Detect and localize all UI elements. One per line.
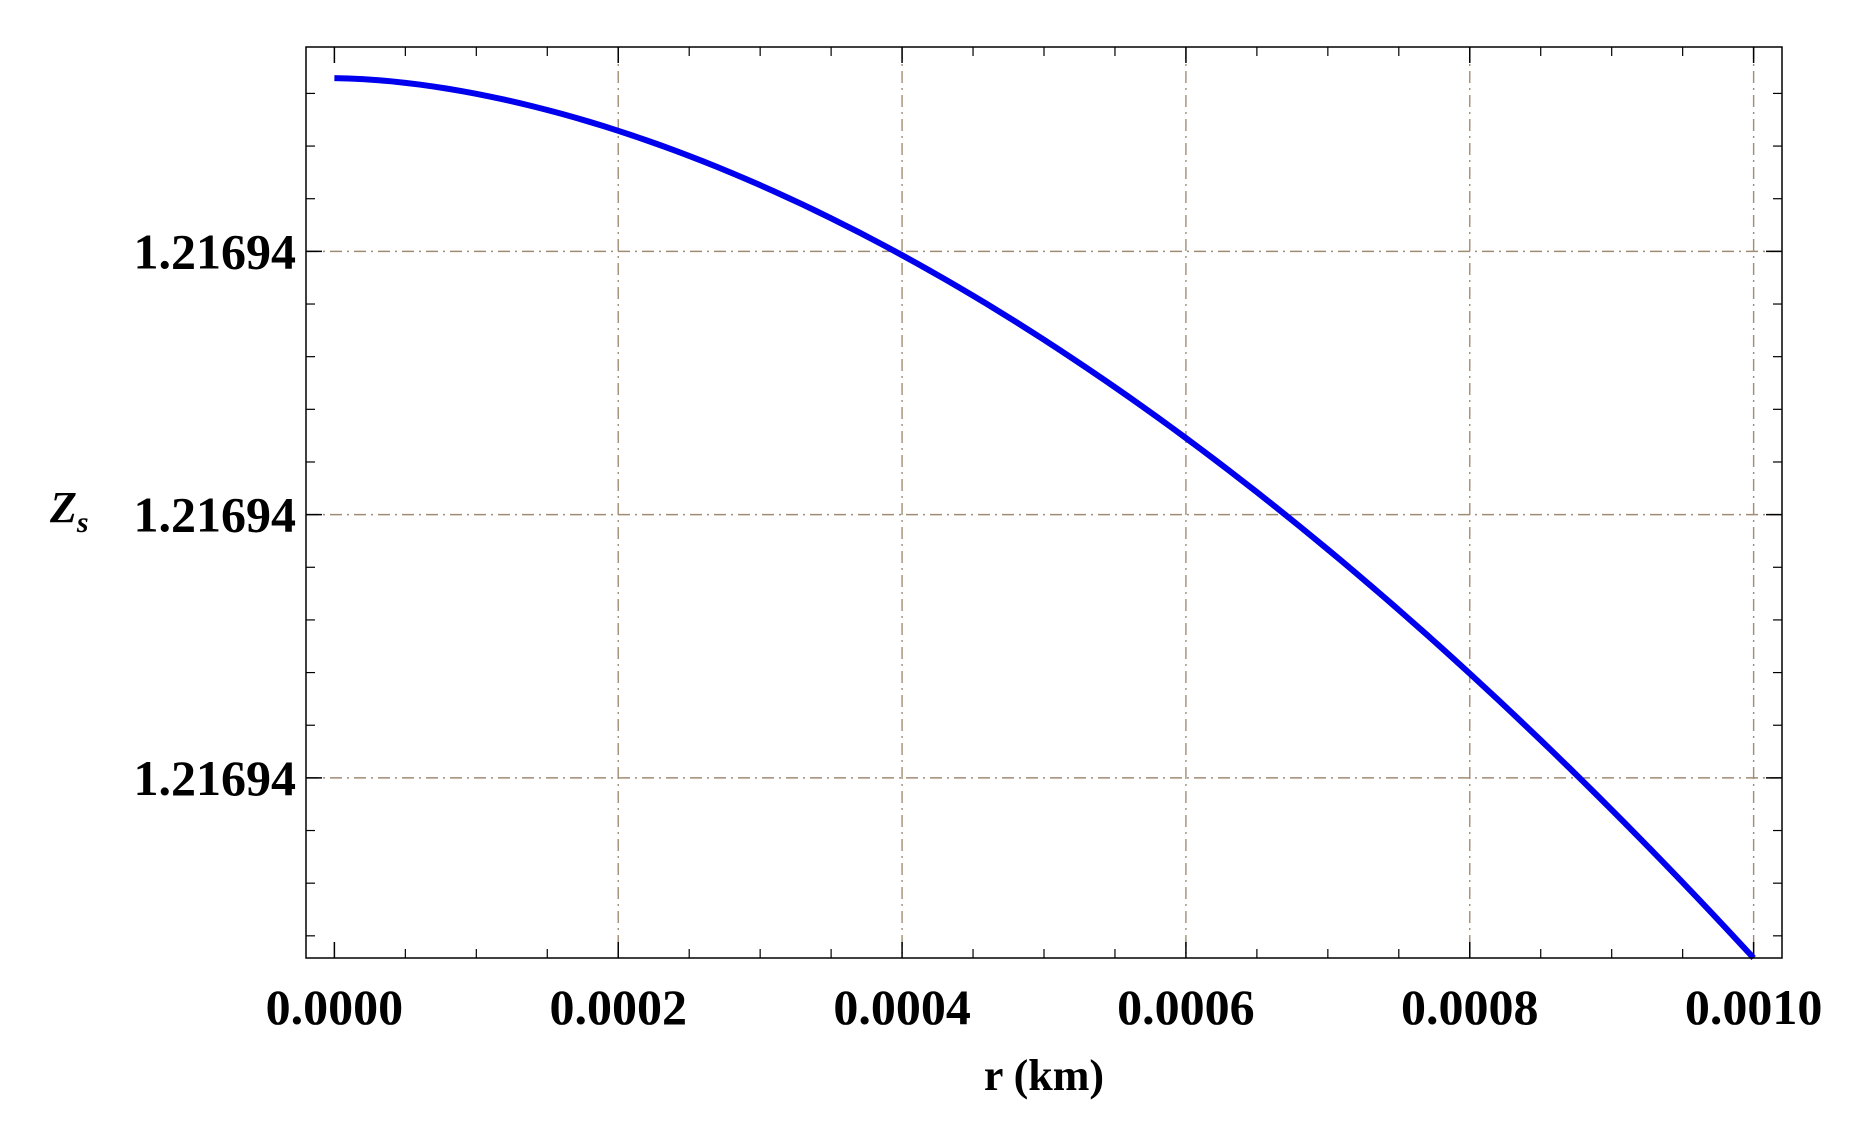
x-tick-label: 0.0004	[833, 979, 971, 1035]
y-axis-title: Zs	[49, 483, 89, 539]
tick-layer	[306, 47, 1782, 958]
grid-layer	[306, 47, 1782, 958]
plot-frame	[305, 46, 1783, 959]
x-axis-title: r (km)	[984, 1051, 1104, 1100]
y-tick-label: 1.21694	[134, 487, 297, 543]
y-tick-label: 1.21694	[134, 223, 297, 279]
series-line	[334, 75, 1756, 961]
series-layer	[334, 75, 1756, 961]
x-tick-label: 0.0010	[1685, 979, 1823, 1035]
x-tick-label: 0.0008	[1401, 979, 1539, 1035]
y-tick-label: 1.21694	[134, 750, 297, 806]
y-axis-title-subscript: s	[76, 506, 89, 539]
x-tick-label: 0.0002	[549, 979, 687, 1035]
x-tick-label: 0.0000	[266, 979, 404, 1035]
x-tick-label: 0.0006	[1117, 979, 1255, 1035]
label-layer: 0.0000 0.0002 0.0004 0.0006 0.0008 0.0010 1.21…	[134, 223, 1823, 1035]
y-axis-title-main: Z	[49, 483, 77, 532]
